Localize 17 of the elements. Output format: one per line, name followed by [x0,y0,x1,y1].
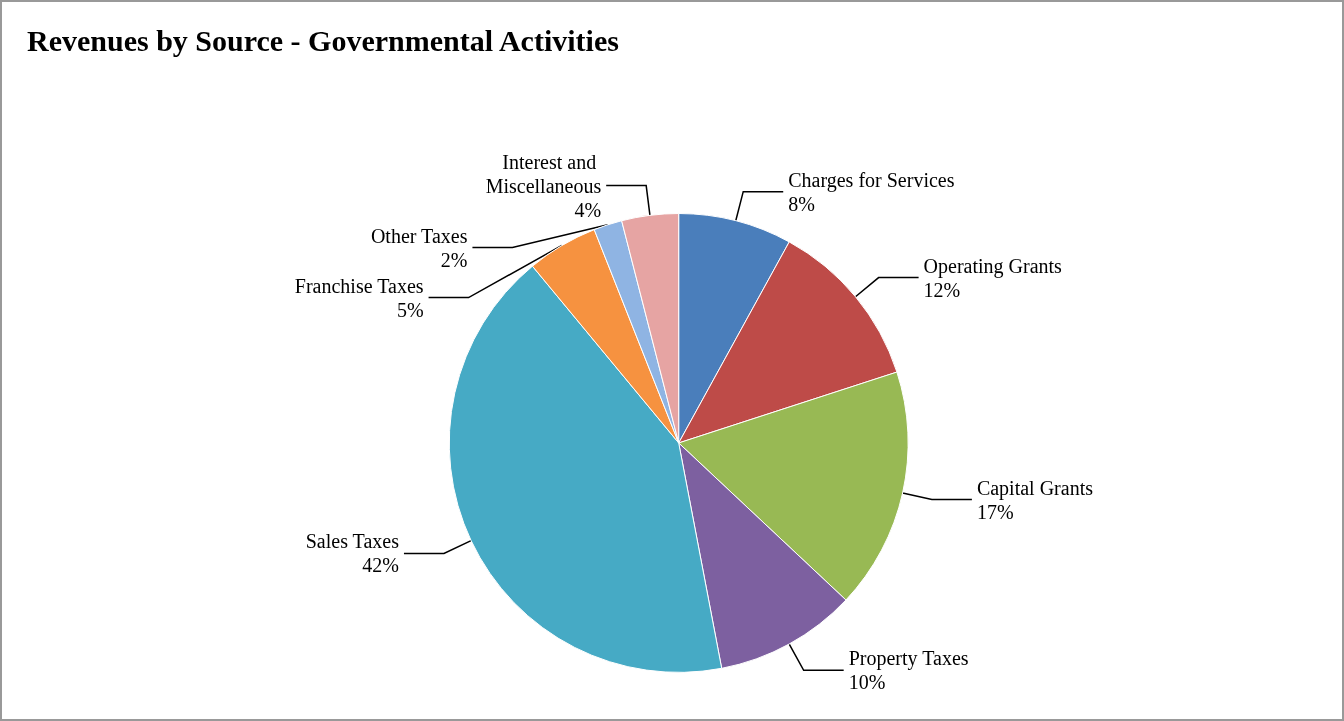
data-label: 5% [396,298,424,321]
slice-label: Interest and Miscellaneous [485,150,602,197]
slice-label: Capital Grants [976,476,1094,500]
slice-label: Sales Taxes [305,530,400,553]
slice-label: Other Taxes [370,224,468,247]
slice-label: Property Taxes [848,647,969,671]
data-label: 8% [788,192,815,215]
data-label: 42% [362,554,399,577]
slice-label: Operating Grants [923,254,1063,278]
data-label: 12% [923,278,961,301]
chart-title: Revenues by Source - Governmental Activities [27,23,619,57]
data-label: 17% [976,500,1014,523]
data-label: 4% [574,198,602,221]
data-label: 2% [440,248,468,271]
data-label: 10% [848,671,886,694]
slice-label: Charges for Services [788,168,955,192]
slice-label: Franchise Taxes [294,274,424,297]
